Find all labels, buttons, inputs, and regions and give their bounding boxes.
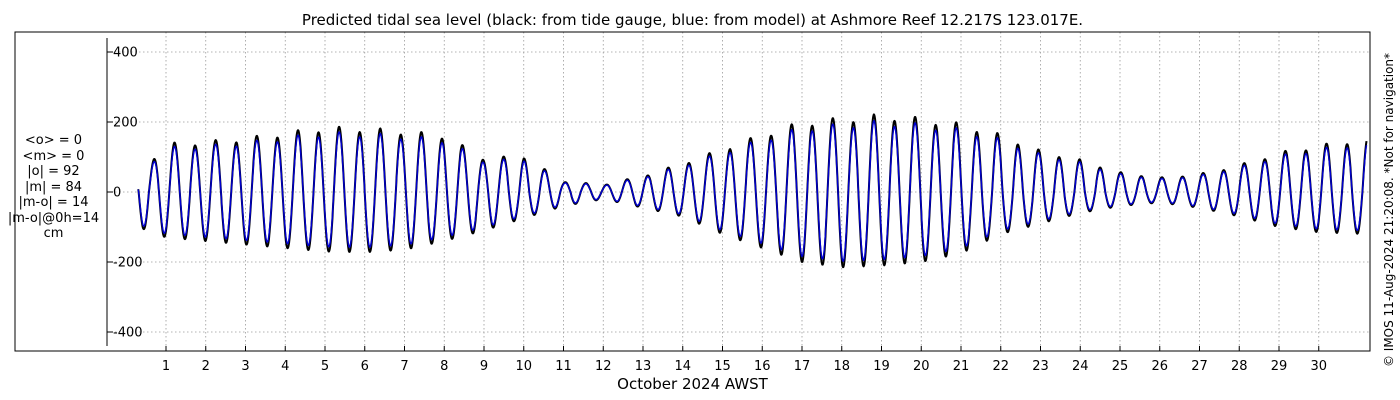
x-tick-label: 22 (992, 359, 1009, 374)
x-tick-label: 24 (1072, 359, 1089, 374)
stat-mean-observed: <o> = 0 (24, 133, 83, 148)
x-tick-label: 9 (480, 359, 488, 374)
x-tick-label: 23 (1032, 359, 1049, 374)
x-tick-label: 27 (1191, 359, 1208, 374)
x-tick-label: 6 (361, 359, 369, 374)
stat-unit: cm (43, 226, 64, 241)
plot-frame (14, 31, 1371, 352)
x-tick-label: 10 (515, 359, 532, 374)
x-axis: 1 2 3 4 5 6 7 8 9 10 11 12 13 14 15 16 17 18 19 20 21 22 23 24 2… (162, 346, 1327, 374)
x-tick-label: 11 (555, 359, 572, 374)
x-tick-label: 5 (321, 359, 329, 374)
x-tick-label: 25 (1112, 359, 1129, 374)
stat-abs-model: |m| = 84 (24, 179, 83, 195)
y-axis: -400 -200 0 200 400 (106, 38, 143, 346)
x-tick-label: 29 (1271, 359, 1288, 374)
series-lines (137, 113, 1368, 269)
grid-lines (107, 32, 1370, 351)
x-tick-label: 28 (1231, 359, 1248, 374)
x-tick-label: 15 (714, 359, 731, 374)
chart-title: Predicted tidal sea level (black: from t… (301, 11, 1084, 29)
x-tick-label: 8 (440, 359, 448, 374)
y-tick-label: -200 (113, 256, 143, 271)
x-tick-label: 4 (281, 359, 289, 374)
x-tick-label: 3 (241, 359, 249, 374)
stats-panel: <o> = 0 <m> = 0 |o| = 92 |m| = 84 |m-o| … (0, 133, 107, 242)
x-tick-label: 16 (754, 359, 771, 374)
x-tick-label: 21 (953, 359, 970, 374)
stat-mean-model: <m> = 0 (22, 148, 85, 164)
x-tick-label: 14 (674, 359, 691, 374)
x-tick-label: 17 (794, 359, 811, 374)
x-tick-label: 26 (1151, 359, 1168, 374)
stat-abs-diff-0h: |m-o|@0h=14 (7, 210, 100, 226)
y-tick-label: 200 (113, 116, 138, 131)
x-tick-label: 30 (1310, 359, 1327, 374)
x-axis-label: October 2024 AWST (617, 375, 768, 393)
y-tick-label: -400 (113, 326, 143, 341)
stat-abs-observed: |o| = 92 (27, 164, 80, 179)
stat-abs-diff: |m-o| = 14 (18, 195, 89, 210)
x-tick-label: 1 (162, 359, 170, 374)
x-tick-label: 2 (202, 359, 210, 374)
x-tick-label: 7 (400, 359, 408, 374)
credit-notice: © IMOS 11-Aug-2024 21:20:08. *Not for na… (1382, 52, 1396, 368)
series-model-line (137, 119, 1368, 262)
x-tick-label: 12 (595, 359, 612, 374)
y-tick-label: 0 (113, 186, 121, 201)
y-tick-label: 400 (113, 46, 138, 61)
x-tick-label: 18 (833, 359, 850, 374)
x-tick-label: 20 (913, 359, 930, 374)
series-gauge-line (137, 113, 1368, 269)
x-tick-label: 13 (635, 359, 652, 374)
x-tick-label: 19 (873, 359, 890, 374)
